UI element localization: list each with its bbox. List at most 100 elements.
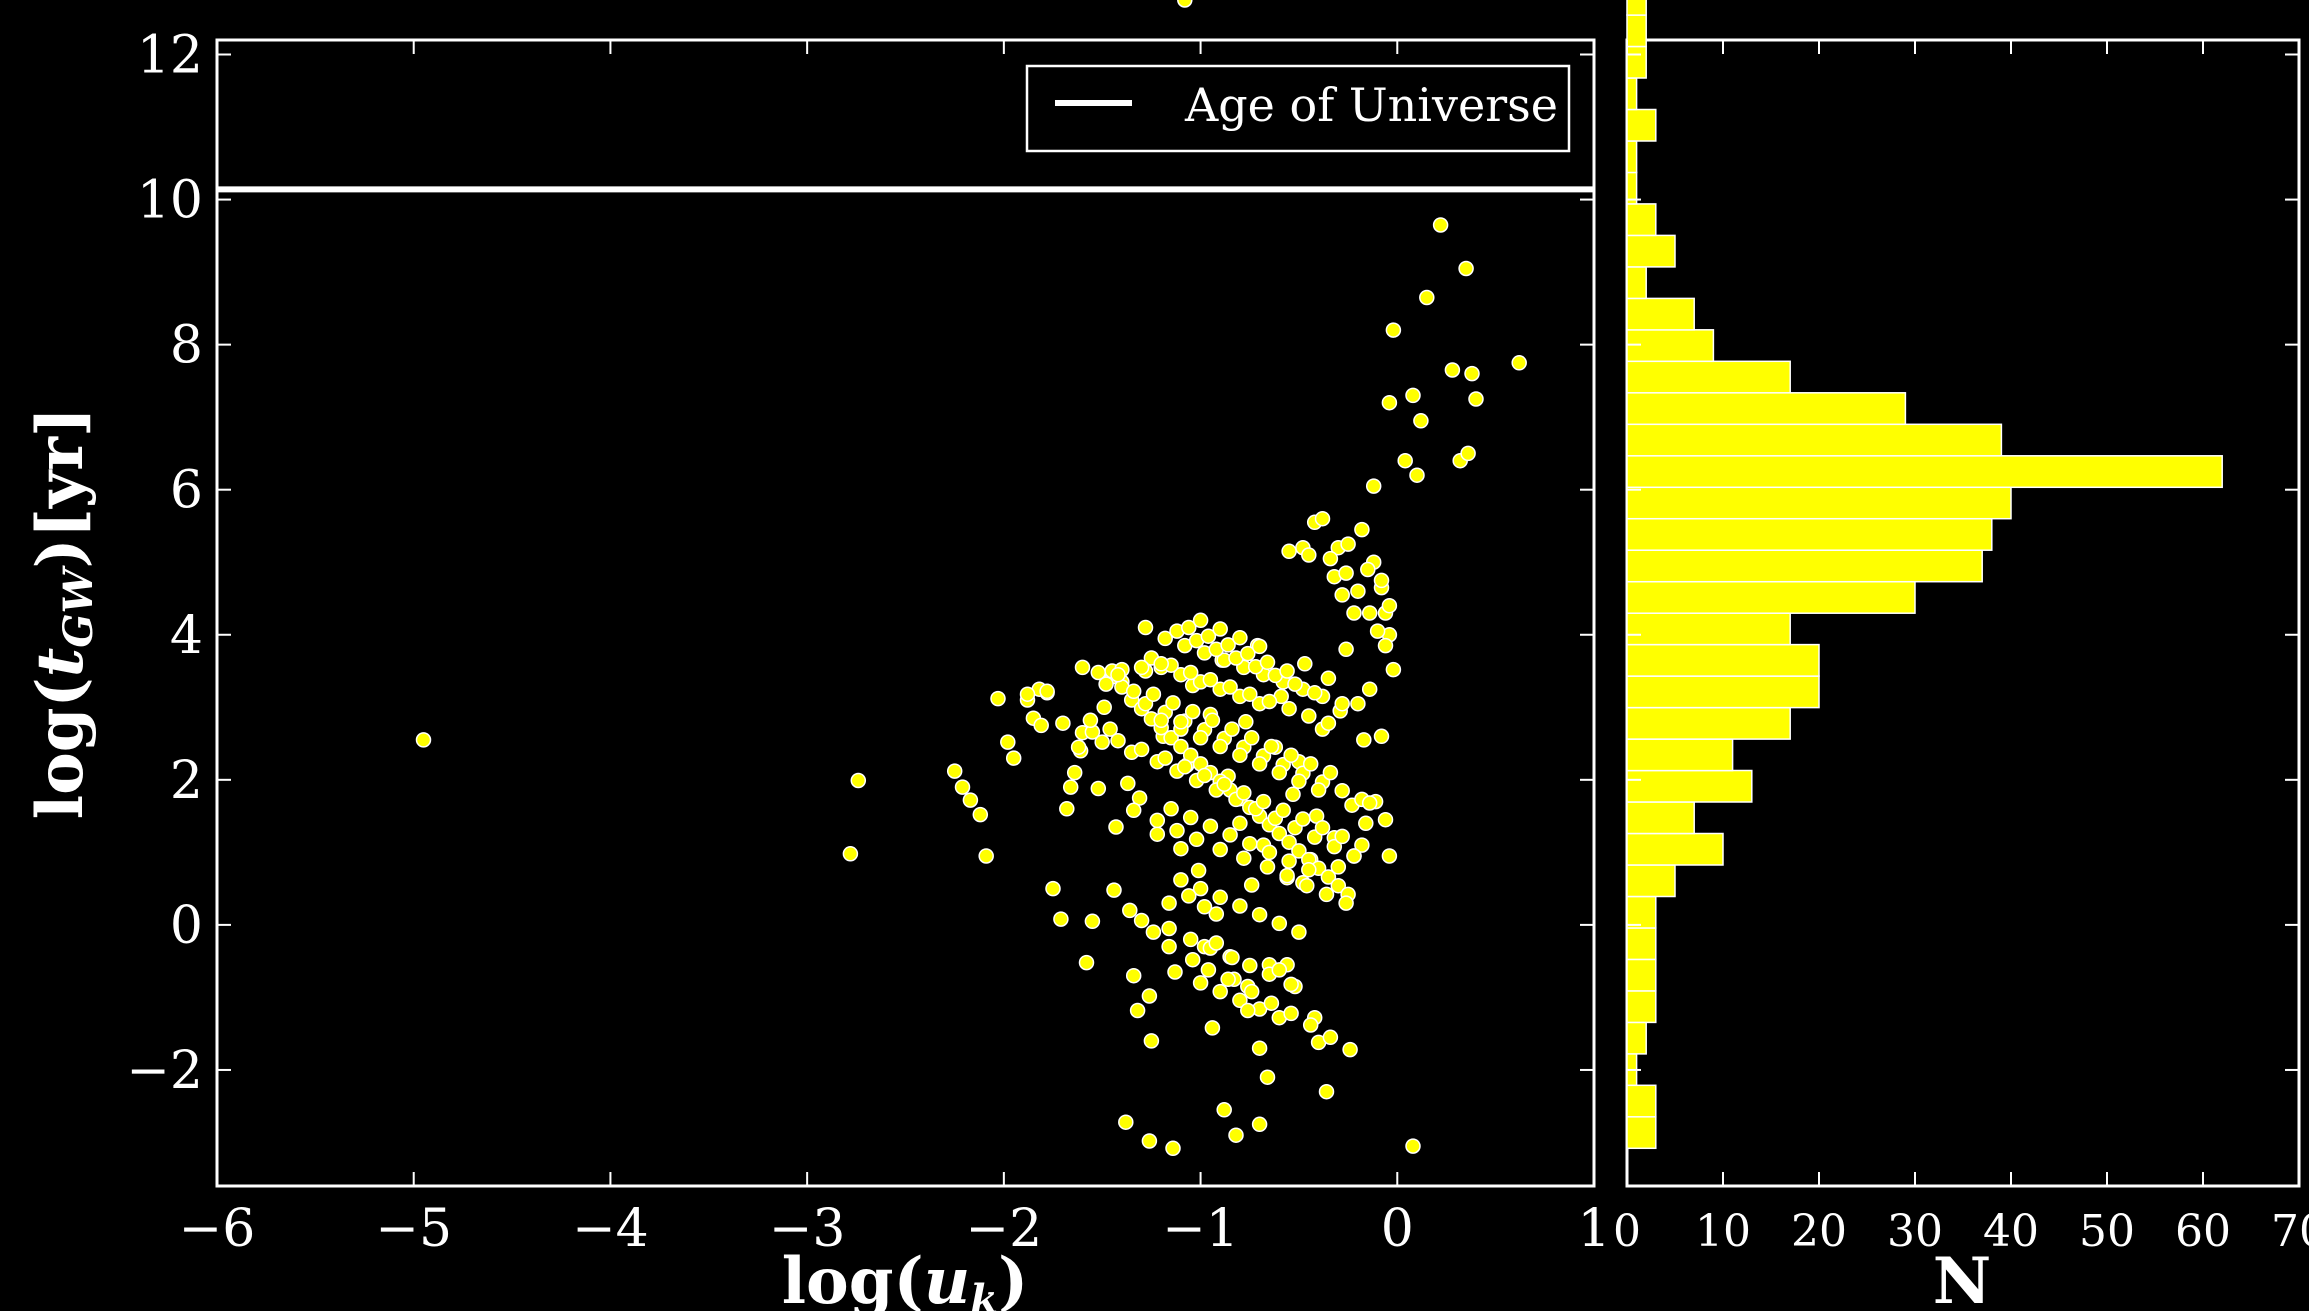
scatter-point xyxy=(1251,1116,1268,1133)
scatter-point xyxy=(1318,1083,1335,1100)
histogram-bar xyxy=(1626,738,1734,772)
scatter-point xyxy=(1212,738,1228,755)
scatter-point xyxy=(1232,898,1248,914)
scatter-point xyxy=(1318,886,1335,903)
scatter-point xyxy=(1302,756,1319,772)
scatter-point xyxy=(1360,561,1376,578)
scatter-point xyxy=(1338,565,1354,581)
scatter-point xyxy=(1354,837,1370,853)
scatter-point xyxy=(1182,664,1199,681)
scatter-point xyxy=(1295,811,1311,827)
scatter-point xyxy=(1320,869,1337,885)
scatter-point xyxy=(1334,828,1350,845)
scatter-point xyxy=(1000,734,1016,750)
scatter-point xyxy=(1285,786,1301,803)
legend-box xyxy=(1025,64,1571,153)
y-tick-label: 8 xyxy=(170,316,203,376)
scatter-point xyxy=(1074,659,1091,676)
scatter-point xyxy=(1145,686,1162,702)
scatter-point xyxy=(1192,880,1209,897)
scatter-point xyxy=(1059,801,1075,817)
scatter-point xyxy=(1301,708,1317,724)
histogram-bar xyxy=(1626,801,1695,835)
scatter-point xyxy=(1033,717,1049,734)
scatter-point xyxy=(1053,911,1069,927)
scatter-point xyxy=(1281,700,1297,717)
histogram-bar xyxy=(1626,517,1993,551)
histogram-bar xyxy=(1626,297,1695,331)
scatter-point xyxy=(1232,629,1248,646)
scatter-point xyxy=(1271,915,1288,932)
scatter-point xyxy=(1297,656,1313,672)
histogram-x-tick-label: 30 xyxy=(1887,1206,1943,1257)
scatter-point xyxy=(1291,843,1307,859)
scatter-point xyxy=(972,806,989,823)
y-tick-label: −2 xyxy=(126,1041,203,1101)
scatter-point xyxy=(1361,681,1378,697)
y-tick-label: 2 xyxy=(170,751,203,811)
scatter-point xyxy=(1291,773,1307,790)
scatter-point xyxy=(1405,387,1421,404)
scatter-point xyxy=(1192,975,1209,991)
scatter-point xyxy=(1242,686,1258,702)
scatter-point xyxy=(1102,721,1118,737)
scatter-point xyxy=(1153,712,1169,729)
scatter-point xyxy=(1220,971,1236,988)
scatter-point xyxy=(1464,365,1480,382)
histogram-bar xyxy=(1626,832,1724,866)
scatter-point xyxy=(1157,750,1173,766)
scatter-point xyxy=(1084,913,1101,930)
scatter-panel: −6 −5 −4 −3 −2 −1 0 1 −2 0 2 4 6 8 10 12 Age of Univer… xyxy=(23,0,1611,1311)
scatter-point xyxy=(1271,764,1288,781)
scatter-point xyxy=(1251,756,1268,772)
scatter-point xyxy=(1096,699,1112,716)
scatter-point xyxy=(1255,793,1272,810)
histogram-x-axis-title: N xyxy=(1933,1244,1992,1311)
scatter-point xyxy=(1302,1017,1319,1033)
scatter-point xyxy=(1287,676,1303,692)
scatter-point xyxy=(1222,827,1238,843)
histogram-x-tick-label: 60 xyxy=(2175,1206,2231,1257)
histogram-bar xyxy=(1626,455,2223,489)
scatter-point xyxy=(1377,811,1394,828)
scatter-point xyxy=(1432,217,1449,233)
histogram-bar xyxy=(1626,643,1820,677)
scatter-point xyxy=(1110,732,1126,749)
scatter-point xyxy=(1243,877,1260,893)
scatter-point xyxy=(1354,521,1370,538)
scatter-point xyxy=(1177,759,1193,775)
histogram-bar xyxy=(1626,864,1676,898)
histogram-bar xyxy=(1626,108,1657,142)
scatter-point xyxy=(1062,779,1079,795)
scatter-point xyxy=(1182,931,1199,948)
scatter-point xyxy=(1143,1033,1160,1049)
scatter-point xyxy=(1381,848,1398,864)
scatter-point xyxy=(1129,1002,1146,1019)
scatter-point xyxy=(1322,1029,1339,1046)
scatter-point xyxy=(1444,362,1461,378)
scatter-point xyxy=(1242,957,1258,974)
scatter-point xyxy=(1511,355,1527,371)
scatter-point xyxy=(1243,730,1260,746)
scatter-point xyxy=(1326,838,1343,855)
scatter-point xyxy=(1222,679,1238,695)
scatter-point xyxy=(1301,547,1317,563)
scatter-point xyxy=(1240,1002,1256,1019)
scatter-point xyxy=(1141,988,1158,1004)
y-tick-label: 4 xyxy=(170,606,203,666)
scatter-point xyxy=(1224,721,1240,737)
histogram-bar xyxy=(1626,234,1676,268)
scatter-point xyxy=(1413,413,1429,429)
scatter-point xyxy=(1232,992,1248,1009)
histogram-bar xyxy=(1626,486,2012,520)
scatter-point xyxy=(1133,659,1150,676)
scatter-point xyxy=(1137,619,1154,636)
histogram-x-tick-label: 20 xyxy=(1791,1206,1847,1257)
scatter-point xyxy=(1153,656,1169,672)
scatter-point xyxy=(1173,738,1189,755)
scatter-points xyxy=(415,0,1527,1157)
scatter-point xyxy=(1161,895,1177,911)
scatter-point xyxy=(1281,834,1297,850)
histogram-x-tick-label: 50 xyxy=(2079,1206,2135,1257)
scatter-point xyxy=(1283,976,1299,993)
